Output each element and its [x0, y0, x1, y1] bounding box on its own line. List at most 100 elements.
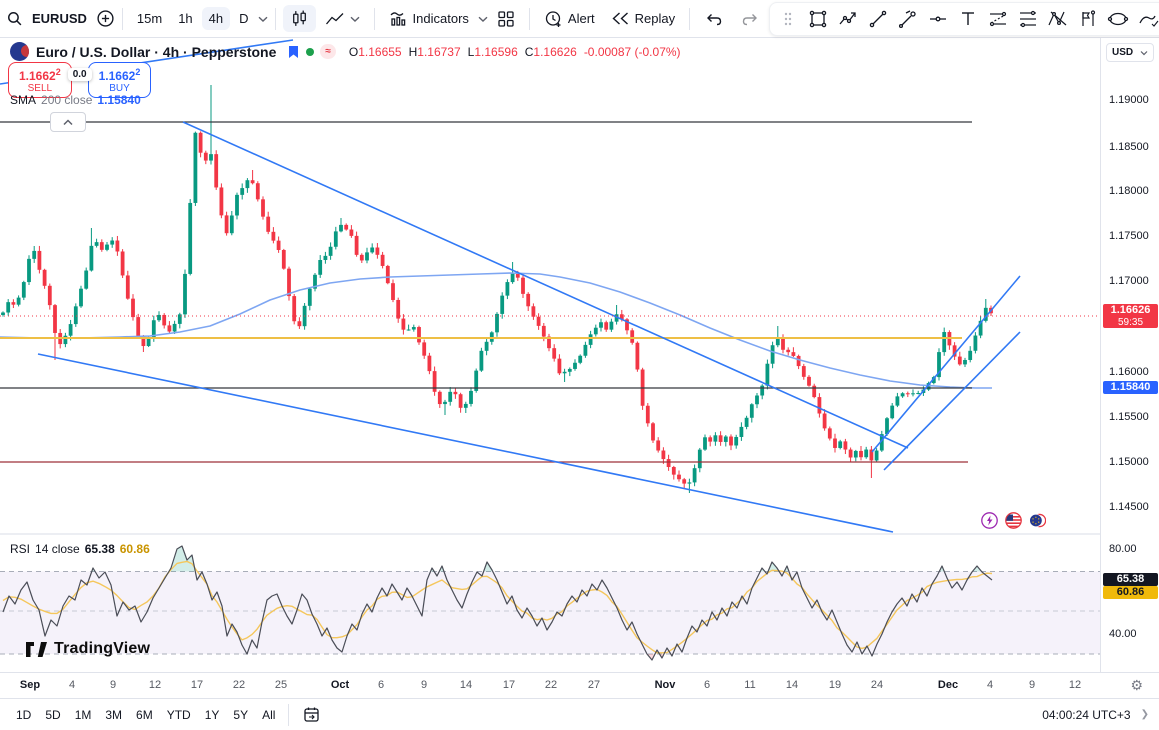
redo-button[interactable]: [733, 7, 767, 31]
horizontal-line-tool-icon[interactable]: [924, 5, 952, 33]
candle-body: [957, 356, 962, 365]
event-us-flag-icon[interactable]: [1005, 512, 1022, 529]
ellipse-tool-icon[interactable]: [1104, 5, 1132, 33]
alert-button[interactable]: Alert: [537, 5, 602, 32]
range-button-1m[interactable]: 1M: [74, 707, 92, 722]
candle-body: [770, 345, 775, 364]
buy-button[interactable]: 1.16622 BUY: [87, 62, 152, 98]
event-lightning-icon[interactable]: [981, 512, 998, 529]
range-button-all[interactable]: All: [262, 707, 276, 722]
time-axis[interactable]: ⚙ Sep 4 9 12 17 22 25 Oct 6 9 14 17 22 27 Nov 6 11 14 19 24…: [0, 672, 1159, 698]
indicators-dropdown-icon[interactable]: [478, 15, 488, 23]
candle-body: [6, 302, 11, 313]
rsi-ma-line[interactable]: [2, 560, 993, 654]
trendline[interactable]: [37, 353, 894, 533]
candle-body: [885, 418, 889, 435]
go-to-date-button[interactable]: [296, 702, 327, 727]
palette-drag-handle[interactable]: [774, 5, 802, 33]
chart-type-candles-button[interactable]: [282, 5, 316, 32]
tradingview-logo[interactable]: TradingView: [26, 640, 150, 658]
gear-icon[interactable]: ⚙: [1130, 677, 1143, 693]
text-tool-icon[interactable]: [954, 5, 982, 33]
flag-pin-tool-icon[interactable]: [1074, 5, 1102, 33]
candle-body: [609, 321, 614, 330]
trendline[interactable]: [871, 275, 1021, 453]
candle-body: [635, 342, 640, 370]
sell-button[interactable]: 1.16622 SELL: [8, 62, 72, 98]
candle-body: [177, 314, 182, 324]
candle-body: [911, 393, 915, 395]
candle-body: [125, 275, 130, 299]
sma-legend[interactable]: SMA 200 close 1.15840: [10, 93, 141, 107]
candle-body: [536, 316, 541, 326]
timeframe-4h[interactable]: 4h: [201, 7, 231, 30]
range-button-ytd[interactable]: YTD: [166, 707, 191, 722]
collapse-caret-button[interactable]: [50, 112, 86, 132]
timeframe-1h[interactable]: 1h: [178, 11, 193, 26]
clock-timezone-button[interactable]: 04:00:24 UTC+3: [1042, 707, 1131, 722]
brush-tool-icon[interactable]: [1134, 5, 1159, 33]
candle-body: [682, 479, 687, 484]
symbol-title[interactable]: Euro / U.S. Dollar · 4h · Pepperstone: [36, 43, 277, 60]
fib-retracement-tool-icon[interactable]: [984, 5, 1012, 33]
candle-body: [79, 288, 83, 307]
event-eu-flag-icon[interactable]: [1029, 512, 1046, 529]
candle-body: [349, 229, 354, 236]
timeframe-dropdown-icon[interactable]: [258, 15, 268, 23]
price-scale[interactable]: USD 1.19000 1.18500 1.18000 1.17500 1.17000 1…: [1100, 38, 1159, 672]
divider: [121, 7, 123, 30]
candle-body: [37, 250, 42, 270]
timeframe-d[interactable]: D: [239, 11, 249, 26]
layout-templates-icon[interactable]: [490, 6, 522, 32]
candle-body: [276, 240, 281, 250]
indicators-button[interactable]: Indicators: [382, 6, 476, 31]
candle-body: [266, 216, 271, 232]
pitchfork-tool-icon[interactable]: [894, 5, 922, 33]
rsi-legend[interactable]: RSI 14 close 65.38 60.86: [10, 542, 150, 556]
candle-body: [510, 273, 515, 283]
candle-body: [354, 235, 359, 255]
rectangle-tool-icon[interactable]: [804, 5, 832, 33]
candle-body: [214, 154, 219, 188]
rsi-line[interactable]: [2, 545, 993, 661]
candle-body: [469, 390, 473, 404]
search-icon[interactable]: [6, 10, 23, 27]
trendline[interactable]: [883, 331, 1021, 471]
time-tick: 19: [828, 679, 842, 691]
replay-button[interactable]: Replay: [604, 7, 682, 30]
spread-mode-icon[interactable]: ≈: [320, 44, 336, 59]
candle-body: [718, 435, 723, 442]
candle-body: [521, 277, 525, 294]
fib-extension-tool-icon[interactable]: [1014, 5, 1042, 33]
trendline[interactable]: [182, 121, 909, 449]
candle-body: [484, 341, 489, 351]
range-button-5d[interactable]: 5D: [45, 707, 61, 722]
pane-divider[interactable]: [0, 533, 1159, 535]
indicators-label: Indicators: [412, 11, 469, 26]
range-button-6m[interactable]: 6M: [136, 707, 153, 722]
time-tick: 4: [68, 679, 76, 691]
bookmark-icon[interactable]: [287, 45, 300, 59]
range-button-5y[interactable]: 5Y: [233, 707, 249, 722]
line-tools-button[interactable]: [318, 7, 367, 31]
time-tick: 14: [459, 679, 473, 691]
undo-button[interactable]: [697, 7, 731, 31]
sma-200-line[interactable]: [0, 272, 992, 389]
time-tick: 17: [190, 679, 204, 691]
range-button-1d[interactable]: 1D: [16, 707, 32, 722]
chart-canvas[interactable]: [0, 38, 1100, 672]
trendline-tool-icon[interactable]: [864, 5, 892, 33]
range-button-3m[interactable]: 3M: [105, 707, 123, 722]
currency-selector[interactable]: USD: [1106, 43, 1154, 62]
zigzag-tool-icon[interactable]: [834, 5, 862, 33]
range-button-1y[interactable]: 1Y: [204, 707, 220, 722]
compare-add-icon[interactable]: [96, 9, 115, 28]
candle-body: [188, 202, 193, 274]
price-tick: 1.14500: [1109, 501, 1149, 513]
pattern-tool-icon[interactable]: [1044, 5, 1072, 33]
divider: [288, 703, 290, 726]
candle-body: [900, 393, 905, 397]
timeframe-15m[interactable]: 15m: [136, 11, 163, 26]
panel-collapse-icon[interactable]: ❯: [1140, 709, 1149, 720]
symbol-button[interactable]: EURUSD: [32, 11, 87, 26]
